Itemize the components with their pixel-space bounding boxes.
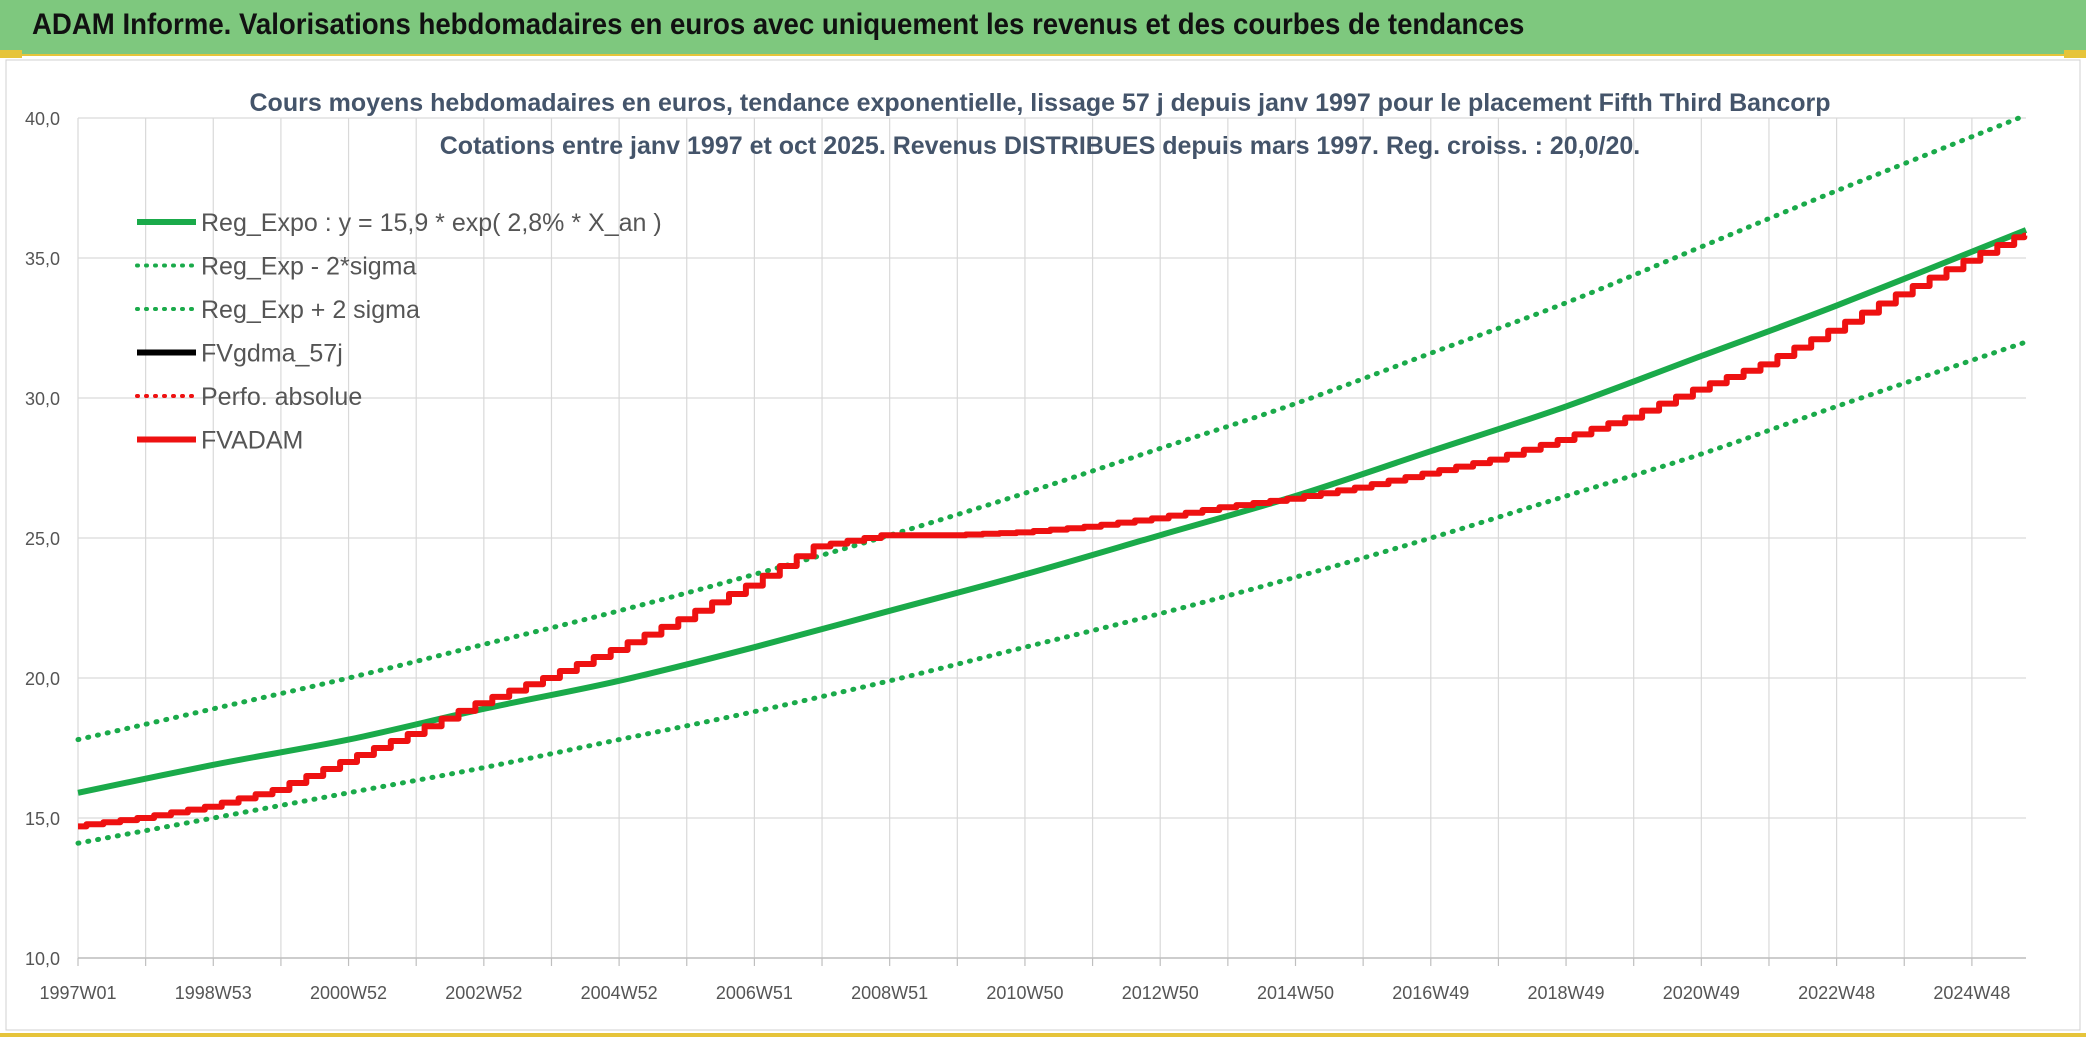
legend-label: FVgdma_57j (201, 340, 343, 368)
legend-label: Reg_Exp - 2*sigma (201, 253, 416, 281)
corner-accent-left (0, 50, 22, 58)
series-reg-expo (77, 227, 2028, 796)
x-tick-label: 2022W48 (1798, 983, 1875, 1003)
y-tick-label: 30,0 (25, 389, 60, 409)
bottom-accent (0, 1033, 2086, 1037)
x-tick-label: 2014W50 (1257, 983, 1334, 1003)
legend-reg-expo: Reg_Expo : y = 15,9 * exp( 2,8% * X_an ) (137, 209, 662, 237)
series-reg-minus-2sigma (75, 339, 2029, 846)
y-tick-label: 25,0 (25, 529, 60, 549)
x-tick-label: 2024W48 (1933, 983, 2010, 1003)
y-tick-label: 35,0 (25, 249, 60, 269)
y-tick-label: 20,0 (25, 669, 60, 689)
x-tick-label: 1998W53 (175, 983, 252, 1003)
chart-title-line1: Cours moyens hebdomadaires en euros, ten… (250, 89, 1831, 117)
x-tick-label: 2018W49 (1528, 983, 1605, 1003)
chart-area (5, 59, 2081, 1031)
x-tick-label: 2012W50 (1122, 983, 1199, 1003)
x-tick-label: 2004W52 (581, 983, 658, 1003)
x-tick-label: 2006W51 (716, 983, 793, 1003)
x-tick-label: 2020W49 (1663, 983, 1740, 1003)
legend-fvadam: FVADAM (137, 427, 303, 455)
y-tick-label: 40,0 (25, 109, 60, 129)
legend-label: Reg_Expo : y = 15,9 * exp( 2,8% * X_an ) (201, 209, 662, 237)
legend-label: Reg_Exp + 2 sigma (201, 296, 420, 324)
y-tick-label: 15,0 (25, 809, 60, 829)
x-tick-label: 2010W50 (986, 983, 1063, 1003)
corner-accent-right (2064, 50, 2086, 58)
series-fvadam (78, 232, 2028, 830)
x-tick-label: 2016W49 (1392, 983, 1469, 1003)
x-tick-label: 2000W52 (310, 983, 387, 1003)
y-tick-label: 10,0 (25, 949, 60, 969)
legend-reg-plus-2sigma: Reg_Exp + 2 sigma (135, 296, 420, 324)
legend-reg-minus-2sigma: Reg_Exp - 2*sigma (135, 253, 416, 281)
legend-perfo-absolue: Perfo. absolue (135, 383, 362, 411)
report-title: ADAM Informe. Valorisations hebdomadaire… (32, 8, 1525, 41)
legend-label: Perfo. absolue (201, 383, 362, 411)
series-reg-plus-2sigma (75, 112, 2029, 743)
x-tick-label: 2002W52 (445, 983, 522, 1003)
legend-fvgdma: FVgdma_57j (137, 340, 343, 368)
legend-label: FVADAM (201, 427, 303, 455)
x-tick-label: 2008W51 (851, 983, 928, 1003)
series-group (75, 112, 2029, 846)
y-axis: 10,0 15,0 20,0 25,0 30,0 35,0 40,0 (25, 109, 60, 969)
x-tick-label: 1997W01 (39, 983, 116, 1003)
chart-title-line2: Cotations entre janv 1997 et oct 2025. R… (440, 132, 1641, 160)
report-banner: ADAM Informe. Valorisations hebdomadaire… (0, 0, 2086, 56)
x-axis: 1997W01 1998W53 2000W52 2002W52 2004W52 2006W… (39, 958, 2010, 1003)
legend: Reg_Expo : y = 15,9 * exp( 2,8% * X_an )… (135, 209, 662, 455)
